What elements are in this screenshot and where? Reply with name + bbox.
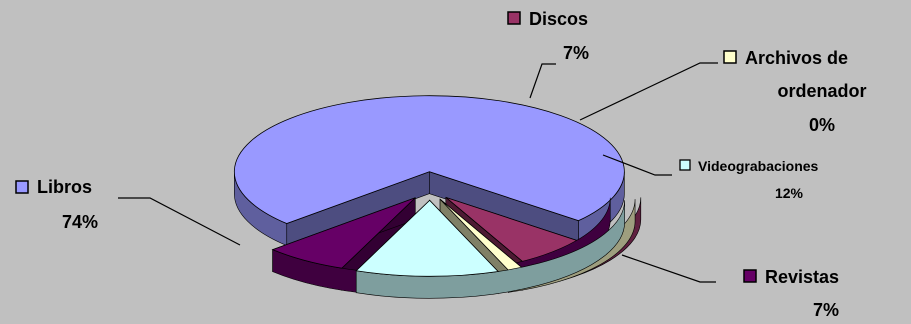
leader-line-videograbaciones bbox=[602, 154, 672, 176]
pie-slice-videograbaciones bbox=[355, 199, 625, 299]
pie-slice-libros bbox=[234, 95, 625, 246]
legend-key-archivos bbox=[723, 50, 737, 64]
legend-key-discos bbox=[507, 11, 521, 25]
leader-line-revistas bbox=[621, 254, 716, 283]
slice-value-libros: 74% bbox=[62, 212, 98, 232]
slice-label-archivos-line2: ordenador bbox=[777, 81, 866, 101]
legend-key-revistas bbox=[743, 269, 757, 283]
leader-line-discos bbox=[529, 63, 556, 99]
legend-key-libros bbox=[15, 180, 29, 194]
pie-slice-top-videograbaciones bbox=[355, 199, 499, 277]
legend-key-videograbaciones bbox=[679, 159, 691, 171]
leader-line-libros bbox=[118, 197, 241, 246]
slice-value-revistas: 7% bbox=[813, 300, 839, 320]
leader-lines bbox=[118, 62, 718, 283]
pie-slice-top-libros bbox=[234, 95, 625, 224]
leader-line-archivos bbox=[579, 62, 718, 121]
slice-value-discos: 7% bbox=[563, 43, 589, 63]
pie-slice-wall-videograbaciones-0 bbox=[355, 200, 625, 299]
pie-slices bbox=[234, 95, 642, 299]
slice-label-videograbaciones: Videograbaciones bbox=[698, 158, 819, 174]
slice-label-revistas: Revistas bbox=[765, 267, 839, 287]
slice-value-archivos: 0% bbox=[809, 115, 835, 135]
pie-slice-top-revistas bbox=[271, 197, 416, 269]
slice-label-discos: Discos bbox=[529, 9, 588, 29]
slice-label-libros: Libros bbox=[37, 177, 92, 197]
slice-value-videograbaciones: 12% bbox=[775, 185, 804, 201]
slice-label-archivos-line1: Archivos de bbox=[745, 48, 848, 68]
